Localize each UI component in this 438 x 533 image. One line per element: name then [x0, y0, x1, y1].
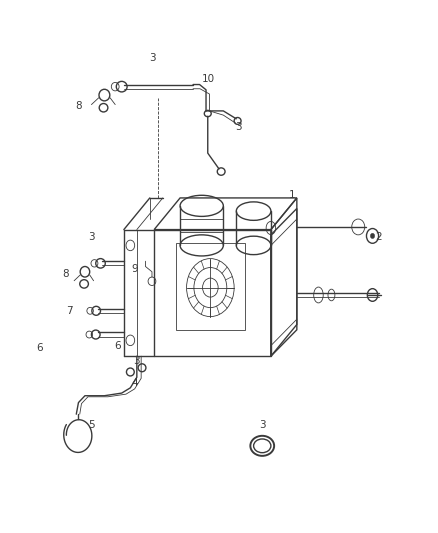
Text: 7: 7	[67, 306, 73, 316]
Text: 1: 1	[289, 190, 296, 200]
Ellipse shape	[371, 233, 374, 239]
Text: 8: 8	[62, 269, 69, 279]
Text: 9: 9	[131, 264, 138, 274]
Text: 3: 3	[148, 53, 155, 63]
Text: 4: 4	[131, 377, 138, 387]
Text: 5: 5	[88, 419, 95, 430]
Text: 3: 3	[88, 232, 95, 243]
Text: 10: 10	[201, 74, 215, 84]
Text: 3: 3	[235, 122, 242, 132]
Text: 6: 6	[114, 341, 121, 351]
Text: 2: 2	[376, 232, 382, 243]
Text: 6: 6	[36, 343, 43, 353]
Text: 3: 3	[259, 419, 265, 430]
Text: 3: 3	[134, 357, 140, 367]
Text: 8: 8	[75, 101, 82, 111]
